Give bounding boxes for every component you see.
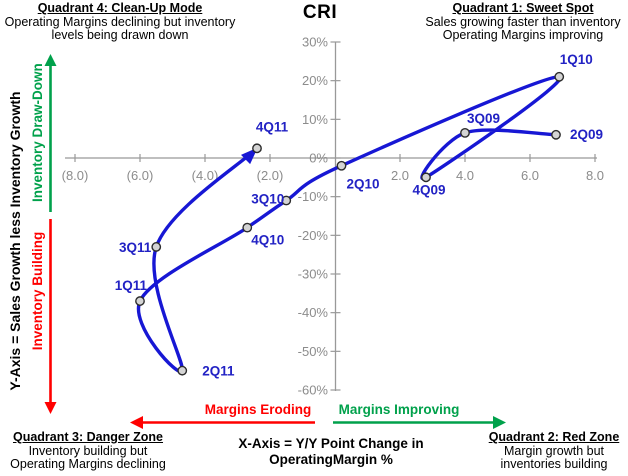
x-axis-title: X-Axis = Y/Y Point Change in OperatingMa… [226, 436, 436, 467]
margins-improving-arrow-head [493, 416, 506, 429]
data-point [135, 296, 145, 306]
data-point [151, 242, 162, 252]
chart-title: CRI [302, 2, 338, 23]
data-point [460, 127, 470, 138]
x-tick-label: (2.0) [257, 168, 284, 183]
inventory-drawdown-label: Inventory Draw-Down [30, 63, 45, 202]
data-point [242, 222, 253, 233]
x-axis-title-line1: X-Axis = Y/Y Point Change in [238, 436, 424, 451]
quadrant2-block: Quadrant 2: Red Zone Margin growth but i… [482, 430, 626, 472]
x-tick-label: 2.0 [391, 168, 409, 183]
margins-improving-label: Margins Improving [338, 402, 460, 417]
quadrant4-heading: Quadrant 4: Clean-Up Mode [37, 1, 203, 15]
x-tick-label: (4.0) [192, 168, 219, 183]
data-point [252, 143, 262, 154]
data-point-label: 2Q10 [347, 177, 380, 192]
data-point [177, 365, 188, 376]
y-tick-label: -10% [298, 189, 329, 204]
y-tick-label: -40% [298, 305, 329, 320]
data-point-label: 1Q10 [560, 52, 593, 67]
data-point-label: 3Q11 [119, 240, 152, 255]
y-tick-label: -60% [298, 383, 329, 398]
data-point [281, 195, 292, 206]
y-tick-label: 10% [302, 112, 328, 127]
data-point [336, 160, 347, 171]
x-tick-label: 6.0 [521, 168, 539, 183]
inventory-building-label: Inventory Building [30, 231, 45, 351]
y-tick-label: 30% [302, 35, 328, 50]
data-point-label: 2Q11 [202, 364, 235, 379]
x-axis-title-line2: OperatingMargin % [269, 451, 393, 467]
data-point [551, 129, 561, 140]
data-point-label: 4Q09 [412, 182, 445, 197]
quadrant1-heading: Quadrant 1: Sweet Spot [452, 1, 594, 15]
quadrant3-line2: Operating Margins declining [10, 457, 166, 471]
data-point-label: 1Q11 [115, 278, 148, 293]
y-tick-label: -20% [298, 228, 329, 243]
data-point-label: 4Q10 [251, 233, 284, 248]
margins-eroding-label: Margins Eroding [204, 402, 312, 417]
quadrant3-heading: Quadrant 3: Danger Zone [12, 430, 164, 444]
data-point [421, 172, 431, 183]
data-point [554, 71, 565, 82]
quadrant2-heading: Quadrant 2: Red Zone [488, 430, 620, 444]
quadrant4-block: Quadrant 4: Clean-Up Mode Operating Marg… [2, 1, 238, 43]
x-tick-label: (8.0) [62, 168, 89, 183]
x-tick-label: 8.0 [586, 168, 604, 183]
x-tick-label: 4.0 [456, 168, 474, 183]
quadrant2-line2: inventories building [500, 457, 608, 471]
y-axis-title: Y-Axis = Sales Growth less Inventory Gro… [7, 91, 23, 391]
margins-eroding-arrow-head [130, 416, 143, 429]
quadrant3-line1: Inventory building but [28, 443, 148, 458]
data-point-label: 3Q09 [467, 111, 500, 126]
data-point-label: 4Q11 [256, 119, 289, 134]
data-point-label: 3Q10 [251, 192, 284, 207]
y-tick-label: -30% [298, 267, 329, 282]
y-tick-label: 0% [309, 151, 328, 166]
y-tick-label: 20% [302, 73, 328, 88]
quadrant4-line1: Operating Margins declining but inventor… [4, 14, 236, 29]
quadrant4-line2: levels being drawn down [51, 28, 189, 42]
data-point-label: 2Q09 [570, 127, 603, 142]
quadrant2-line1: Margin growth but [503, 443, 605, 458]
quadrant1-line2: Operating Margins improving [442, 28, 604, 42]
inventory-building-arrow-head [44, 402, 57, 414]
quadrant1-block: Quadrant 1: Sweet Spot Sales growing fas… [420, 1, 626, 43]
quadrant1-line1: Sales growing faster than inventory [425, 14, 621, 29]
quadrant3-block: Quadrant 3: Danger Zone Inventory buildi… [2, 430, 174, 472]
inventory-drawdown-arrow-head [44, 54, 57, 66]
x-tick-label: (6.0) [127, 168, 154, 183]
y-tick-label: -50% [298, 344, 329, 359]
